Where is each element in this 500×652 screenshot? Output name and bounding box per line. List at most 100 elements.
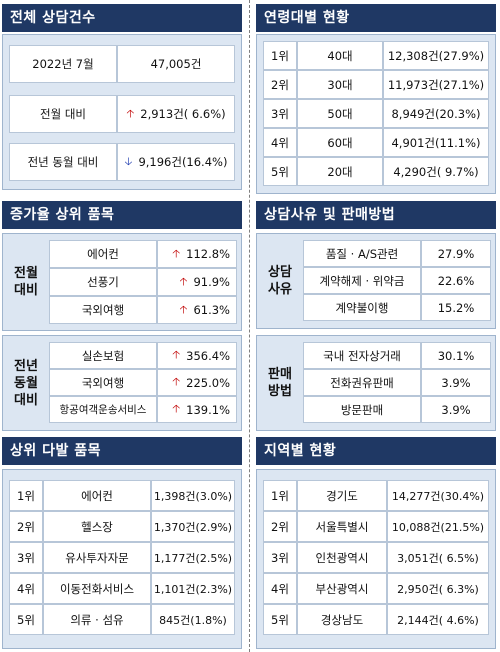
item-value-cell: 🡡 225.0% [157,369,237,396]
panel-body-yoy: 전년 동월 대비 실손보험 🡡 356.4% 국외여행 🡡 225.0% 항공여객운… [2,335,242,431]
item-value: 139.1% [186,402,230,417]
region-name: 부산광역시 [297,573,387,604]
yoy-label: 전년 동월 대비 [9,143,117,181]
panel-body: 1위 40대 12,308건(27.9%) 2위 30대 11,973건(27.… [256,34,496,194]
item-name: 국외여행 [49,369,157,396]
age-rank: 5위 [263,157,297,186]
arrow-up-icon: 🡡 [179,274,188,288]
item-value: 1,370건(2.9%) [151,511,235,542]
panel-title: 연령대별 현황 [256,4,496,32]
age-value: 12,308건(27.9%) [383,41,489,70]
item-name: 계약해제 · 위약금 [303,267,421,294]
total-consultations-panel: 전체 상담건수 2022년 7월 47,005건 전월 대비 🡡 2,913건(… [2,4,242,190]
item-value: 27.9% [421,240,491,267]
item-value-cell: 🡡 61.3% [157,296,237,324]
item-value-cell: 🡡 112.8% [157,240,237,268]
age-name: 40대 [297,41,383,70]
panel-title: 증가율 상위 품목 [2,201,242,229]
age-name: 60대 [297,128,383,157]
item-name: 계약불이행 [303,294,421,321]
region-value: 3,051건( 6.5%) [387,542,489,573]
region-rank: 1위 [263,480,297,511]
panel-body-reason: 상담 사유 품질 · A/S관련 27.9% 계약해제 · 위약금 22.6% … [256,233,496,329]
group-label-line: 대비 [14,283,38,298]
group-label-line: 동월 [14,375,38,391]
item-name: 에어컨 [43,480,151,511]
group-label-line: 방법 [268,384,292,399]
group-label-line: 상담 [268,265,292,280]
age-rank: 4위 [263,128,297,157]
panel-body: 1위 에어컨 1,398건(3.0%) 2위 헬스장 1,370건(2.9%) … [2,469,242,649]
item-rank: 4위 [9,573,43,604]
mom-label: 전월 대비 [9,95,117,133]
panel-body: 1위 경기도 14,277건(30.4%) 2위 서울특별시 10,088건(2… [256,469,496,649]
group-label: 전월 대비 [5,234,47,330]
arrow-up-icon: 🡡 [172,348,181,361]
item-value-cell: 🡡 91.9% [157,268,237,296]
yoy-value: 9,196건(16.4%) [138,155,228,169]
item-value: 1,398건(3.0%) [151,480,235,511]
age-value: 4,901건(11.1%) [383,128,489,157]
group-label: 판매 방법 [259,336,301,430]
period-label: 2022년 7월 [9,45,117,83]
reason-panel: 상담사유 및 판매방법 상담 사유 품질 · A/S관련 27.9% 계약해제 … [256,201,496,431]
yoy-value-cell: 🡣 9,196건(16.4%) [117,143,235,181]
region-name: 경상남도 [297,604,387,635]
item-value-cell: 🡡 139.1% [157,396,237,423]
group-label-line: 대비 [14,392,38,408]
age-rank: 3위 [263,99,297,128]
region-value: 2,144건( 4.6%) [387,604,489,635]
arrow-up-icon: 🡡 [172,402,181,415]
item-value: 22.6% [421,267,491,294]
age-value: 4,290건( 9.7%) [383,157,489,186]
item-value: 356.4% [186,348,230,363]
region-name: 경기도 [297,480,387,511]
arrow-up-icon: 🡡 [172,246,181,260]
age-rank: 2위 [263,70,297,99]
panel-title: 상담사유 및 판매방법 [256,201,496,229]
panel-title: 상위 다발 품목 [2,437,242,465]
item-name: 전화권유판매 [303,369,421,396]
item-name: 국내 전자상거래 [303,342,421,369]
panel-body: 2022년 7월 47,005건 전월 대비 🡡 2,913건( 6.6%) 전… [2,34,242,190]
item-name: 항공여객운송서비스 [49,396,157,423]
group-label-line: 전년 [14,358,38,374]
mom-value-cell: 🡡 2,913건( 6.6%) [117,95,235,133]
item-name: 품질 · A/S관련 [303,240,421,267]
item-rank: 3위 [9,542,43,573]
item-value: 91.9% [193,275,230,289]
group-label-line: 판매 [268,367,292,382]
region-name: 서울특별시 [297,511,387,542]
group-label: 상담 사유 [259,234,301,328]
frequent-panel: 상위 다발 품목 1위 에어컨 1,398건(3.0%) 2위 헬스장 1,37… [2,437,242,649]
arrow-up-icon: 🡡 [126,106,135,120]
item-name: 이동전화서비스 [43,573,151,604]
item-name: 에어컨 [49,240,157,268]
age-name: 20대 [297,157,383,186]
item-rank: 2위 [9,511,43,542]
region-rank: 2위 [263,511,297,542]
item-value: 225.0% [186,375,230,390]
item-rank: 5위 [9,604,43,635]
item-name: 방문판매 [303,396,421,423]
item-name: 헬스장 [43,511,151,542]
age-value: 11,973건(27.1%) [383,70,489,99]
age-name: 30대 [297,70,383,99]
item-name: 의류 · 섬유 [43,604,151,635]
arrow-down-icon: 🡣 [124,154,133,168]
region-rank: 3위 [263,542,297,573]
item-value: 15.2% [421,294,491,321]
item-value: 1,101건(2.3%) [151,573,235,604]
age-panel: 연령대별 현황 1위 40대 12,308건(27.9%) 2위 30대 11,… [256,4,496,194]
item-name: 실손보험 [49,342,157,369]
region-value: 2,950건( 6.3%) [387,573,489,604]
item-name: 선풍기 [49,268,157,296]
item-value: 3.9% [421,369,491,396]
item-value: 845건(1.8%) [151,604,235,635]
item-name: 유사투자자문 [43,542,151,573]
region-panel: 지역별 현황 1위 경기도 14,277건(30.4%) 2위 서울특별시 10… [256,437,496,649]
group-label: 전년 동월 대비 [5,336,47,430]
item-value-cell: 🡡 356.4% [157,342,237,369]
arrow-up-icon: 🡡 [179,302,188,316]
item-value: 1,177건(2.5%) [151,542,235,573]
